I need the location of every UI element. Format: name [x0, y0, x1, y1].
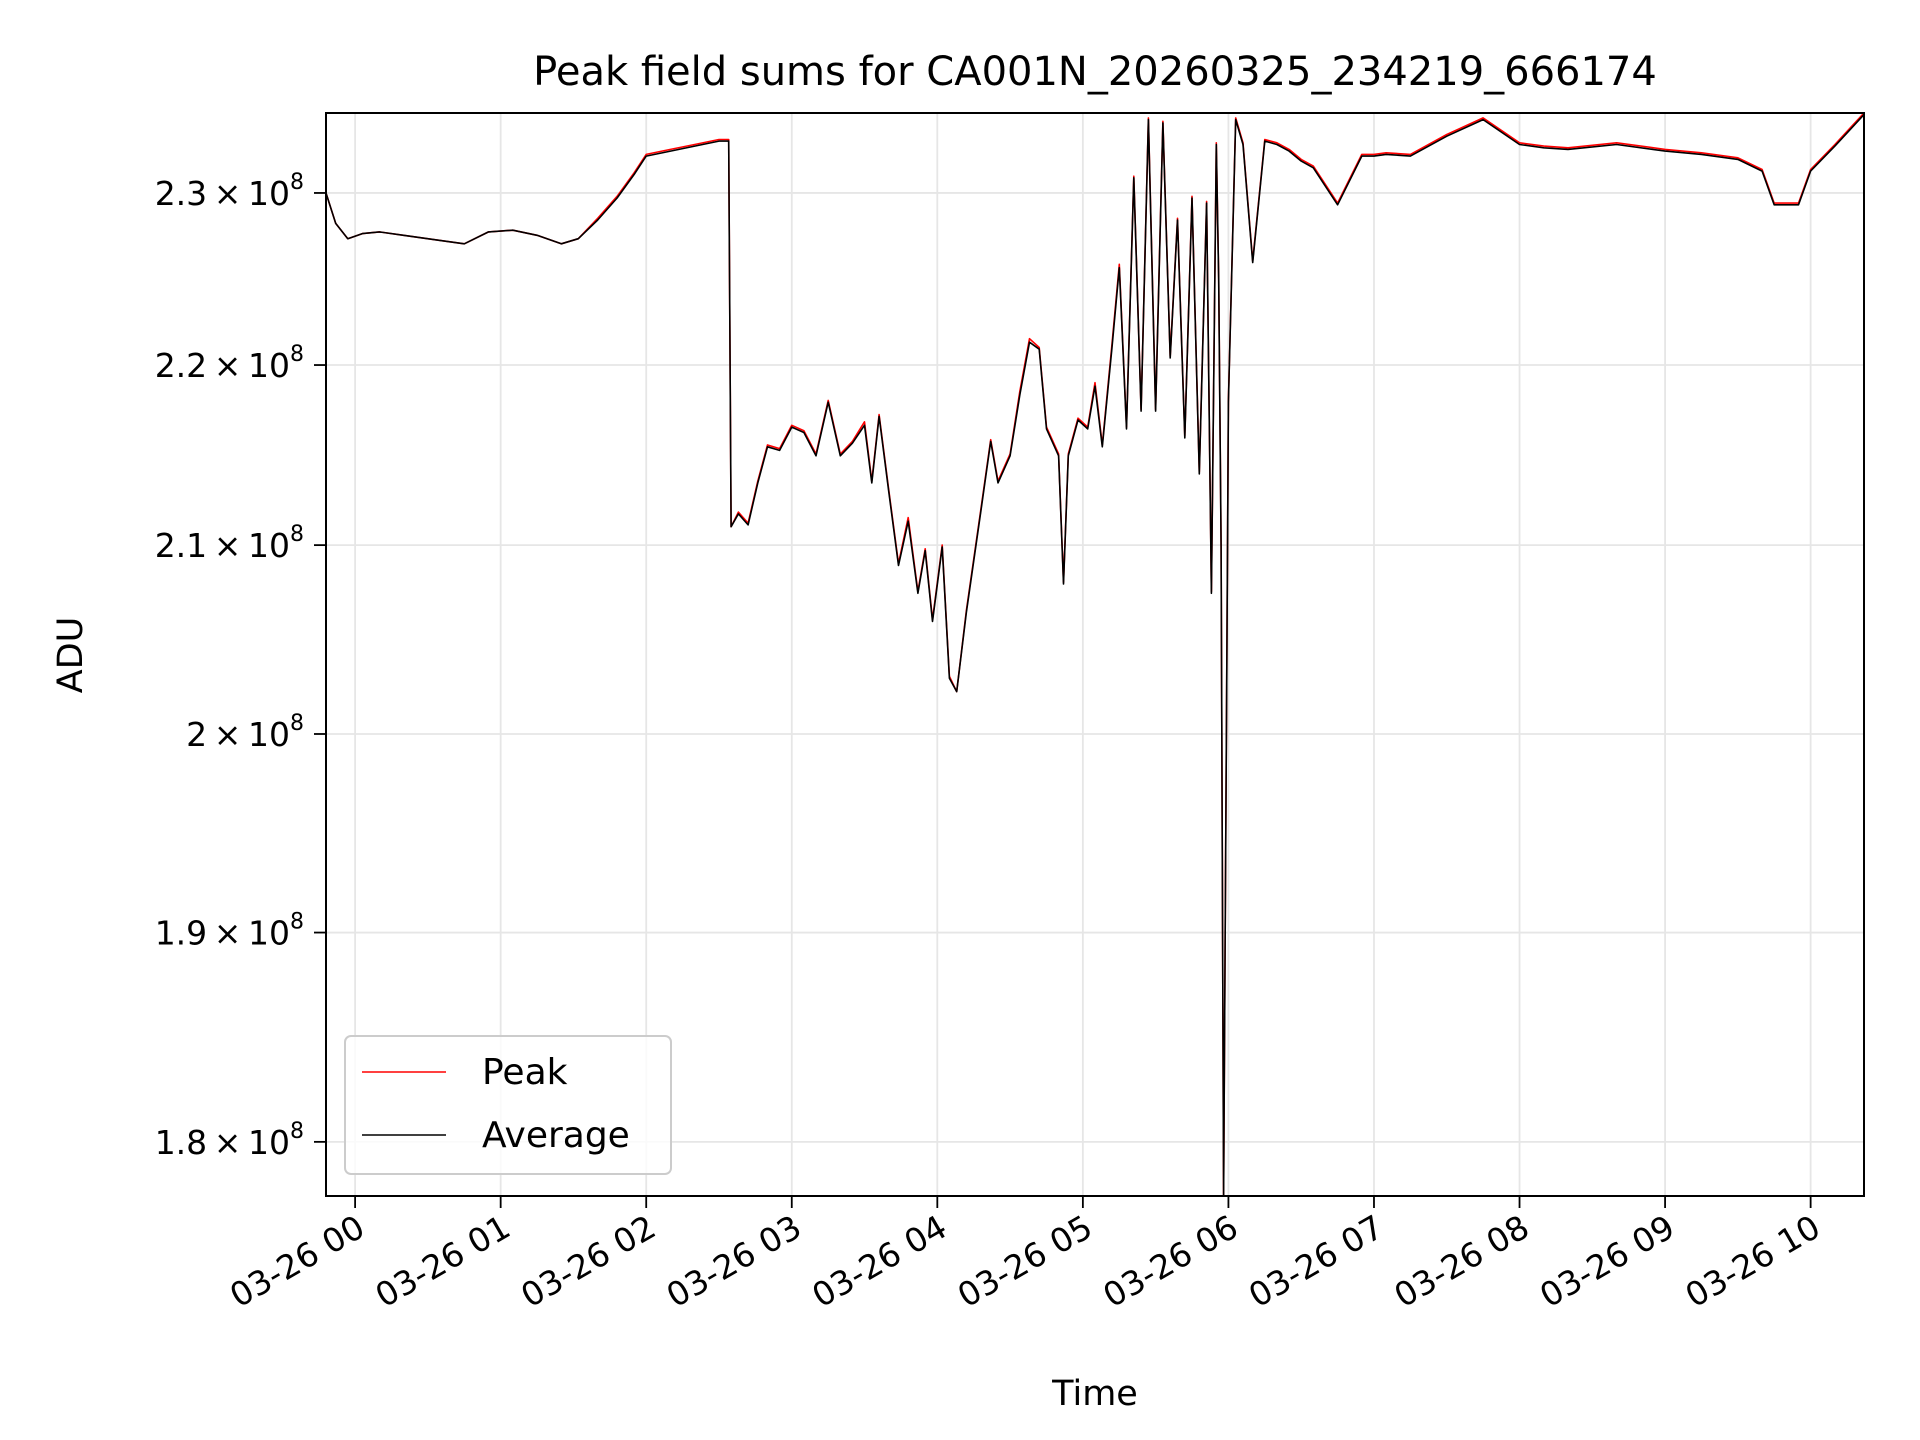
y-tick-mantissa: 1.9: [155, 914, 207, 953]
y-tick-mantissa: 2.1: [155, 526, 207, 565]
plot-frame: [325, 112, 1865, 1197]
y-tick-exponent: 8: [290, 1119, 304, 1144]
legend-box: [344, 1035, 672, 1175]
y-tick-times: × 10: [207, 914, 290, 953]
legend-label-peak: Peak: [482, 1052, 568, 1093]
y-tick-mantissa: 2: [186, 715, 207, 754]
y-tick-label: 1.9 × 108: [155, 910, 304, 953]
series-line-average: [326, 114, 1864, 1196]
chart-title: Peak field sums for CA001N_20260325_2342…: [533, 49, 1657, 95]
y-tick-times: × 10: [207, 715, 290, 754]
y-tick-times: × 10: [207, 174, 290, 213]
y-tick-label: 2 × 108: [186, 711, 304, 754]
series-lines: [326, 113, 1864, 1196]
y-tick-times: × 10: [207, 526, 290, 565]
y-tick-mantissa: 2.2: [155, 346, 207, 385]
y-tick-exponent: 8: [290, 522, 304, 547]
y-tick-times: × 10: [207, 1123, 290, 1162]
y-tick-exponent: 8: [290, 711, 304, 736]
y-tick-label: 2.3 × 108: [155, 170, 304, 213]
grid: [326, 113, 1864, 1196]
y-tick-exponent: 8: [290, 342, 304, 367]
x-axis-label: Time: [1051, 1374, 1138, 1414]
y-tick-label: 2.1 × 108: [155, 522, 304, 565]
y-tick-times: × 10: [207, 346, 290, 385]
legend: Peak Average: [344, 1035, 672, 1175]
y-tick-exponent: 8: [290, 910, 304, 935]
y-tick-label: 2.2 × 108: [155, 342, 304, 385]
y-tick-label: 1.8 × 108: [155, 1119, 304, 1162]
legend-label-average: Average: [482, 1115, 630, 1156]
y-axis-label: ADU: [51, 617, 91, 694]
y-tick-exponent: 8: [290, 170, 304, 195]
y-tick-mantissa: 1.8: [155, 1123, 207, 1162]
y-tick-mantissa: 2.3: [155, 174, 207, 213]
